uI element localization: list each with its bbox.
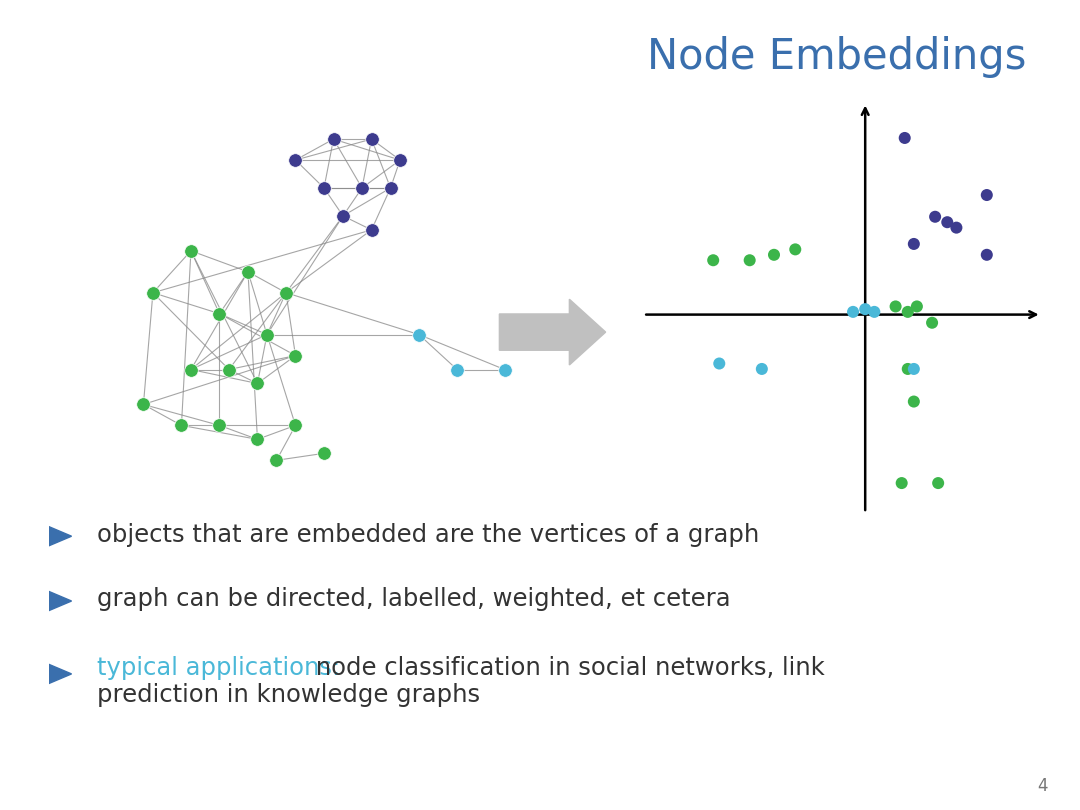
Point (741, 254, 758, 266)
Text: Node Embeddings: Node Embeddings (647, 36, 1026, 78)
Text: prediction in knowledge graphs: prediction in knowledge graphs (97, 683, 481, 707)
Point (325, 133, 342, 146)
Point (866, 305, 883, 318)
Point (391, 154, 408, 167)
Text: objects that are embedded are the vertices of a graph: objects that are embedded are the vertic… (97, 522, 759, 547)
Point (905, 237, 922, 250)
Point (856, 303, 874, 316)
Point (363, 133, 380, 146)
Point (183, 245, 200, 258)
Point (287, 419, 305, 432)
Polygon shape (49, 664, 71, 684)
Point (220, 363, 238, 376)
Point (908, 300, 926, 313)
Point (287, 154, 305, 167)
Point (248, 377, 266, 390)
Point (896, 131, 914, 144)
Point (363, 224, 380, 237)
Point (845, 305, 862, 318)
Point (496, 363, 513, 376)
Point (268, 454, 285, 467)
Point (382, 181, 400, 194)
Point (410, 328, 428, 341)
Point (905, 395, 922, 408)
Point (240, 266, 257, 279)
Polygon shape (49, 526, 71, 546)
Point (211, 419, 228, 432)
Point (887, 300, 904, 313)
Point (766, 249, 783, 262)
Point (948, 221, 966, 234)
Text: node classification in social networks, link: node classification in social networks, … (308, 656, 825, 680)
Point (900, 362, 917, 375)
Text: typical applications:: typical applications: (97, 656, 340, 680)
Point (183, 363, 200, 376)
Point (287, 349, 305, 362)
Polygon shape (49, 591, 71, 611)
Point (315, 181, 333, 194)
Point (211, 307, 228, 320)
Point (978, 189, 996, 202)
Point (448, 363, 465, 376)
Point (893, 476, 910, 489)
Point (786, 243, 804, 256)
Point (135, 398, 152, 411)
Point (753, 362, 770, 375)
Point (939, 215, 956, 228)
FancyArrow shape (499, 299, 606, 365)
Point (353, 181, 370, 194)
Point (145, 286, 162, 299)
Point (335, 210, 352, 223)
Point (978, 249, 996, 262)
Point (905, 362, 922, 375)
Text: 4: 4 (1037, 778, 1048, 795)
Point (315, 447, 333, 460)
Point (704, 254, 721, 266)
Point (930, 476, 947, 489)
Point (923, 316, 941, 329)
Point (711, 357, 728, 370)
Text: graph can be directed, labelled, weighted, et cetera: graph can be directed, labelled, weighte… (97, 587, 731, 612)
Point (278, 286, 295, 299)
Point (900, 305, 917, 318)
Point (258, 328, 275, 341)
Point (173, 419, 190, 432)
Point (248, 433, 266, 446)
Point (927, 211, 944, 224)
